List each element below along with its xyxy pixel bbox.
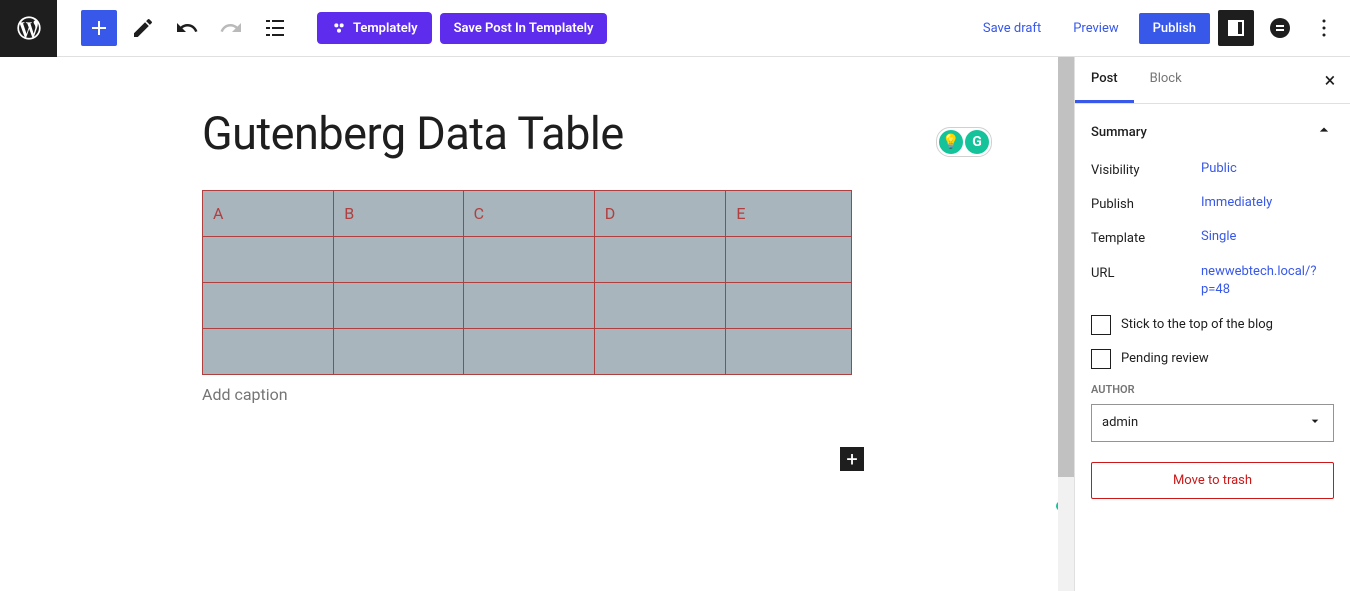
table-cell[interactable]: A (203, 191, 334, 237)
table-row[interactable] (203, 237, 852, 283)
publish-value[interactable]: Immediately (1201, 194, 1334, 212)
url-label: URL (1091, 263, 1201, 281)
template-label: Template (1091, 228, 1201, 246)
table-cell[interactable] (463, 237, 594, 283)
url-value[interactable]: newwebtech.local/?p=48 (1201, 263, 1334, 299)
table-cell[interactable] (726, 329, 852, 375)
table-cell[interactable] (334, 283, 463, 329)
table-cell[interactable]: B (334, 191, 463, 237)
settings-sidebar: Post Block × Summary Visibility Public P… (1074, 57, 1350, 591)
redo-button[interactable] (213, 10, 249, 46)
table-cell[interactable] (594, 237, 726, 283)
chevron-down-icon (1307, 413, 1323, 433)
sticky-checkbox[interactable] (1091, 315, 1111, 335)
table-caption[interactable]: Add caption (202, 385, 852, 404)
visibility-label: Visibility (1091, 160, 1201, 178)
publish-button[interactable]: Publish (1139, 13, 1210, 44)
table-cell[interactable] (334, 329, 463, 375)
author-section-label: AUTHOR (1091, 383, 1334, 396)
table-cell[interactable] (726, 237, 852, 283)
author-select[interactable]: admin (1091, 404, 1334, 442)
template-value[interactable]: Single (1201, 228, 1334, 246)
table-cell[interactable] (203, 237, 334, 283)
table-cell[interactable] (334, 237, 463, 283)
author-value: admin (1102, 415, 1138, 430)
sticky-label: Stick to the top of the blog (1121, 317, 1273, 332)
floating-badges: 💡 G (936, 127, 992, 157)
publish-label: Publish (1091, 194, 1201, 212)
options-button[interactable] (1306, 10, 1342, 46)
summary-title: Summary (1091, 125, 1147, 140)
table-cell[interactable] (463, 329, 594, 375)
editor-canvas[interactable]: Gutenberg Data Table 💡 G A B C D E (0, 57, 1074, 591)
edit-mode-button[interactable] (125, 10, 161, 46)
visibility-value[interactable]: Public (1201, 160, 1334, 178)
table-cell[interactable] (594, 283, 726, 329)
table-cell[interactable]: C (463, 191, 594, 237)
sidebar-toggle-button[interactable] (1218, 10, 1254, 46)
scrollbar[interactable] (1058, 57, 1074, 591)
save-draft-button[interactable]: Save draft (971, 13, 1053, 44)
plugin-button[interactable] (1262, 10, 1298, 46)
summary-panel-toggle[interactable]: Summary (1075, 104, 1350, 160)
grammarly-icon[interactable]: G (965, 130, 989, 154)
tab-post[interactable]: Post (1075, 57, 1134, 103)
close-sidebar-button[interactable]: × (1318, 68, 1342, 92)
table-cell[interactable]: D (594, 191, 726, 237)
table-cell[interactable] (203, 283, 334, 329)
templately-button[interactable]: Templately (317, 12, 432, 44)
sidebar-tabs: Post Block × (1075, 57, 1350, 104)
data-table-block[interactable]: A B C D E (202, 190, 852, 375)
wordpress-logo[interactable] (0, 0, 57, 57)
save-in-templately-button[interactable]: Save Post In Templately (440, 13, 608, 44)
table-row[interactable] (203, 283, 852, 329)
table-cell[interactable] (726, 283, 852, 329)
post-title[interactable]: Gutenberg Data Table (202, 107, 852, 160)
table-cell[interactable] (463, 283, 594, 329)
lightbulb-icon[interactable]: 💡 (939, 130, 963, 154)
preview-button[interactable]: Preview (1061, 13, 1130, 44)
templately-label: Templately (353, 21, 418, 36)
tab-block[interactable]: Block (1134, 57, 1198, 103)
add-block-inline-button[interactable]: + (840, 447, 864, 471)
pending-checkbox[interactable] (1091, 349, 1111, 369)
table-row[interactable] (203, 329, 852, 375)
summary-panel: Visibility Public Publish Immediately Te… (1075, 160, 1350, 515)
chevron-up-icon (1314, 120, 1334, 144)
scrollbar-thumb[interactable] (1058, 57, 1074, 477)
main-container: Gutenberg Data Table 💡 G A B C D E (0, 57, 1350, 591)
table-cell[interactable] (203, 329, 334, 375)
list-view-button[interactable] (257, 10, 293, 46)
pending-label: Pending review (1121, 351, 1209, 366)
undo-button[interactable] (169, 10, 205, 46)
table-row[interactable]: A B C D E (203, 191, 852, 237)
table-cell[interactable] (594, 329, 726, 375)
top-toolbar: Templately Save Post In Templately Save … (0, 0, 1350, 57)
table-cell[interactable]: E (726, 191, 852, 237)
move-to-trash-button[interactable]: Move to trash (1091, 462, 1334, 499)
add-block-button[interactable] (81, 10, 117, 46)
